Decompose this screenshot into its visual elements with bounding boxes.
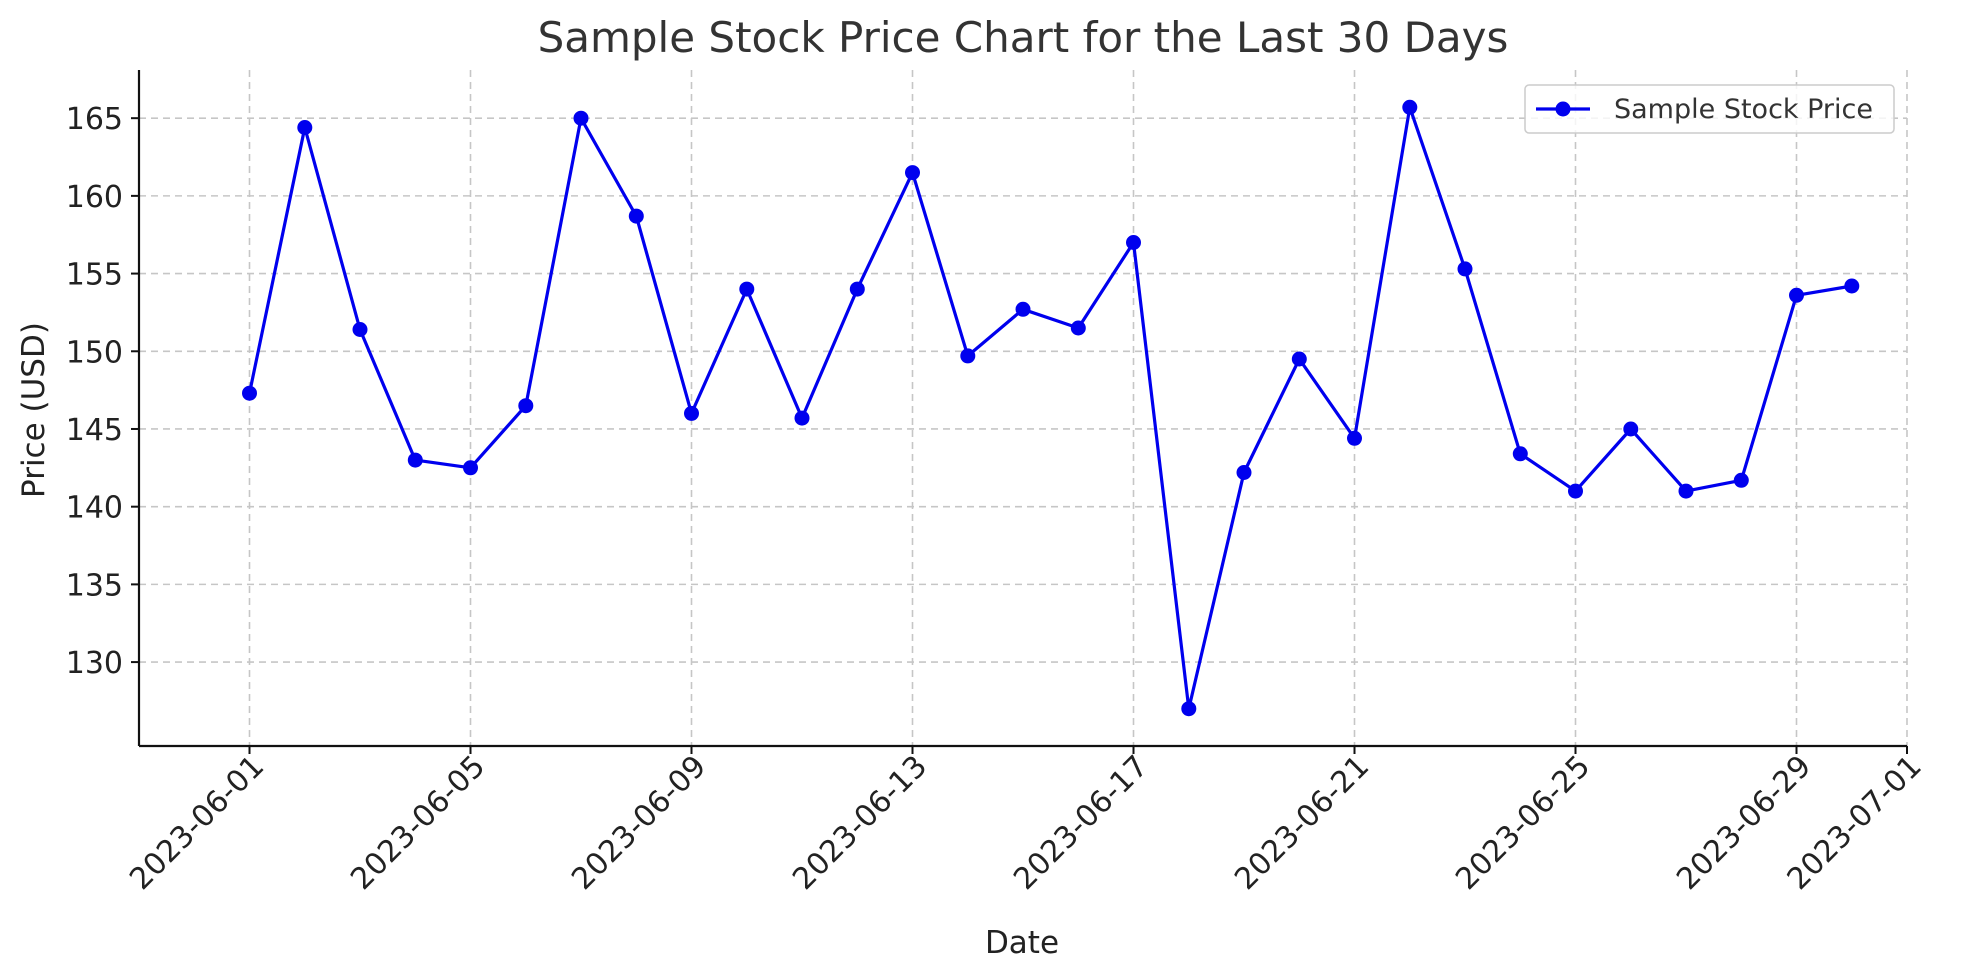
data-point [463, 460, 478, 476]
y-tick-label: 145 [66, 413, 123, 448]
data-point [849, 281, 865, 297]
data-point [1789, 287, 1804, 303]
x-axis-label: Date [985, 925, 1059, 961]
data-point [1457, 261, 1473, 277]
data-point [1512, 446, 1528, 462]
data-point [573, 110, 589, 126]
y-axis-label: Price (USD) [16, 322, 52, 498]
y-tick-label: 160 [66, 180, 123, 215]
legend-label: Sample Stock Price [1614, 94, 1873, 125]
data-point [1181, 701, 1197, 717]
series-line [247, 105, 1853, 711]
y-tick-label: 140 [66, 491, 123, 526]
y-tick-label: 165 [66, 102, 123, 137]
data-point [960, 348, 976, 364]
data-point [518, 398, 534, 414]
data-point [1347, 430, 1362, 446]
series [242, 99, 1860, 717]
data-point [1402, 99, 1418, 115]
data-point [739, 281, 755, 297]
data-point [407, 452, 423, 468]
grid [139, 70, 1908, 746]
data-point [1236, 465, 1252, 480]
data-point [1844, 278, 1860, 294]
data-point [1015, 301, 1031, 317]
data-point [1568, 483, 1583, 499]
data-point [352, 322, 368, 337]
data-point [684, 405, 699, 421]
data-point [1070, 320, 1086, 336]
legend: Sample Stock Price [1524, 84, 1895, 134]
data-point [628, 208, 644, 224]
y-tick-label: 130 [66, 646, 123, 681]
data-point [1623, 421, 1639, 437]
legend-box [1524, 84, 1895, 134]
legend-marker-swatch [1555, 101, 1571, 117]
y-tick-label: 150 [66, 335, 123, 370]
y-tick-label: 135 [66, 568, 123, 603]
data-point [297, 120, 313, 135]
chart-title: Sample Stock Price Chart for the Last 30… [538, 13, 1509, 62]
data-point [1291, 351, 1307, 367]
data-point [794, 410, 810, 426]
data-point [1678, 483, 1694, 499]
y-tick-label: 155 [66, 258, 123, 293]
axes [137, 70, 1907, 748]
data-point [905, 165, 920, 181]
data-point [1733, 472, 1749, 488]
data-point [242, 385, 257, 401]
data-point [1126, 235, 1141, 250]
